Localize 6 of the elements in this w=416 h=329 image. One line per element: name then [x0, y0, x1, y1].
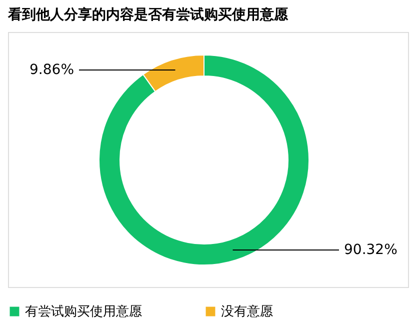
legend-label: 没有意愿	[221, 304, 273, 320]
data-label: 9.86%	[30, 62, 74, 78]
legend-label: 有尝试购买使用意愿	[25, 304, 142, 320]
chart-title: 看到他人分享的内容是否有尝试购买使用意愿	[7, 6, 289, 23]
data-label: 90.32%	[344, 242, 398, 258]
donut-slice	[98, 54, 310, 266]
